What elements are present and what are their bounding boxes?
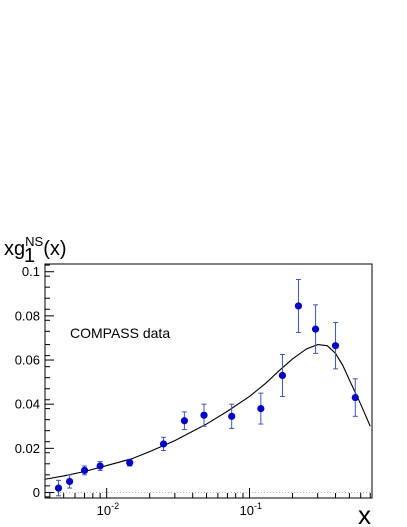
y-tick-label: 0.02 bbox=[15, 441, 40, 456]
x-tick-label: 10-1 bbox=[240, 501, 262, 518]
data-point bbox=[278, 371, 287, 380]
data-point bbox=[311, 325, 320, 333]
y-axis-title-sup: NS bbox=[25, 234, 43, 249]
plot-frame bbox=[44, 263, 373, 499]
y-axis-title-main: xg bbox=[4, 238, 25, 260]
data-point bbox=[180, 417, 189, 425]
data-point bbox=[228, 412, 236, 420]
y-axis-title: xgNS(x) bbox=[4, 234, 67, 260]
data-point bbox=[54, 484, 63, 492]
data-point bbox=[257, 404, 265, 413]
plot-area: 00.020.040.060.080.110-2 10-1 bbox=[15, 263, 373, 518]
y-tick-label: 0.08 bbox=[15, 308, 40, 323]
data-point bbox=[200, 411, 208, 419]
y-tick-label: 0.1 bbox=[22, 264, 40, 279]
data-point bbox=[65, 477, 74, 486]
data-point bbox=[80, 466, 89, 475]
data-point bbox=[294, 302, 303, 310]
x-tick-label-base: 10 bbox=[240, 503, 254, 518]
x-axis-title: x bbox=[358, 500, 371, 527]
data-point bbox=[96, 462, 104, 470]
x-tick-label: 10-2 bbox=[97, 501, 119, 518]
y-axis-title-tail: (x) bbox=[43, 238, 66, 260]
data-point bbox=[351, 393, 359, 402]
y-axis-title-sub: 1 bbox=[24, 245, 35, 267]
data-point bbox=[331, 342, 340, 350]
x-tick-label-base: 10 bbox=[97, 503, 111, 518]
x-tick-label-exp: -2 bbox=[111, 501, 119, 511]
y-tick-label: 0.06 bbox=[15, 353, 40, 368]
annotation: COMPASS data bbox=[70, 325, 170, 341]
y-tick-label: 0 bbox=[33, 485, 40, 500]
data-point bbox=[126, 459, 134, 467]
x-tick-label-exp: -1 bbox=[254, 501, 262, 511]
y-tick-label: 0.04 bbox=[15, 397, 40, 412]
data-point bbox=[159, 440, 168, 448]
theory-curve bbox=[44, 344, 371, 480]
